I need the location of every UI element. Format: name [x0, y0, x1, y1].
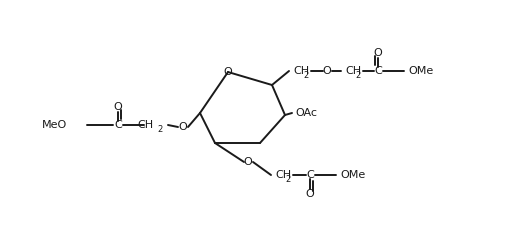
Text: O: O: [323, 66, 331, 76]
Text: MeO: MeO: [42, 120, 67, 130]
Text: CH: CH: [293, 66, 309, 76]
Text: 2: 2: [157, 124, 162, 133]
Text: OMe: OMe: [340, 170, 365, 180]
Text: O: O: [244, 157, 252, 167]
Text: CH: CH: [345, 66, 361, 76]
Text: OMe: OMe: [408, 66, 433, 76]
Text: C: C: [306, 170, 314, 180]
Text: 2: 2: [303, 70, 309, 79]
Text: OAc: OAc: [295, 108, 317, 118]
Text: 2: 2: [285, 175, 290, 184]
Text: CH: CH: [138, 120, 154, 130]
Text: O: O: [306, 189, 314, 199]
Text: O: O: [224, 67, 233, 77]
Text: O: O: [374, 48, 382, 58]
Text: C: C: [374, 66, 382, 76]
Text: CH: CH: [275, 170, 291, 180]
Text: O: O: [114, 102, 122, 112]
Text: C: C: [114, 120, 122, 130]
Text: 2: 2: [355, 70, 361, 79]
Text: O: O: [178, 122, 187, 132]
